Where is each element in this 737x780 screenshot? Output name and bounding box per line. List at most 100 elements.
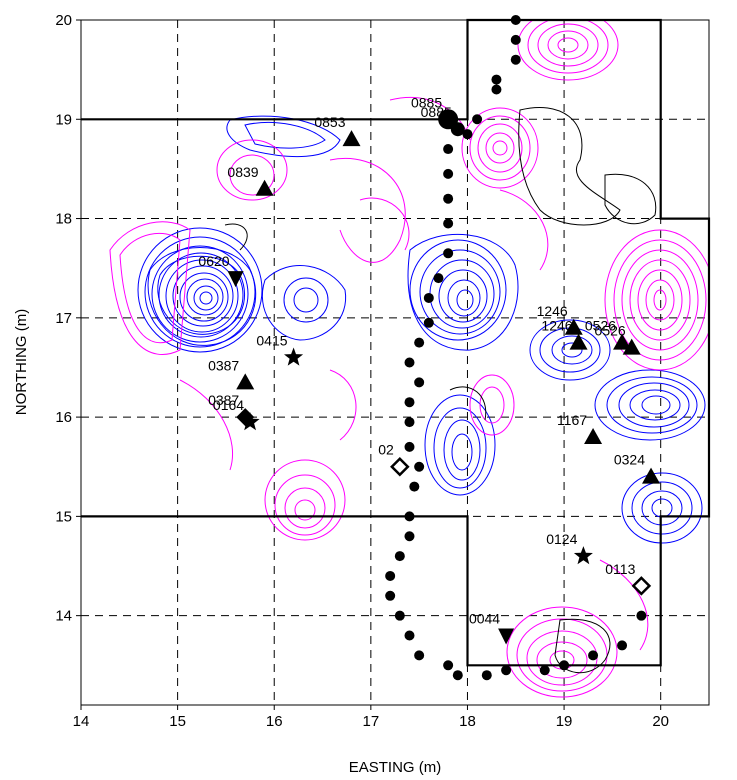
station-label: 0164 [213,397,244,413]
y-axis-ticks: 14 15 16 17 18 19 20 [55,12,81,625]
positive-anomalies [109,20,709,698]
traverse-point [462,129,473,140]
station-label: 02 [378,442,394,458]
marker-triangle [584,427,603,444]
x-tick-label: 16 [266,713,283,730]
station-label: 0124 [546,531,577,547]
traverse-point [414,337,425,348]
station-label: 0415 [256,333,287,349]
traverse-point [394,610,405,621]
marker-triangle-down [498,628,515,645]
traverse-point [617,640,628,651]
x-tick-label: 20 [652,713,669,730]
station-label: 1246 [541,318,572,334]
x-tick-label: 17 [363,713,380,730]
traverse-point [510,34,521,45]
traverse-point [452,670,463,681]
traverse-point [433,273,444,284]
traverse-point [481,670,492,681]
x-axis-label: EASTING (m) [349,759,442,776]
traverse-point [404,511,415,522]
station-label: 0044 [469,611,500,627]
station-labels: 0885088508530839062004150387038701640212… [198,94,645,626]
station-label: 0839 [227,164,258,180]
traverse-point [385,570,396,581]
traverse-point [491,74,502,85]
traverse-point [404,397,415,408]
y-tick-label: 20 [55,12,72,29]
traverse-point [394,551,405,562]
marker-diamond-open [631,576,652,596]
traverse-point [491,84,502,95]
negative-anomaly-central [407,233,519,496]
marker-triangle [236,373,255,390]
y-tick-label: 16 [55,409,72,426]
traverse-point [385,590,396,601]
marker-triangle [642,467,661,484]
y-tick-label: 15 [55,508,72,525]
traverse-point [414,650,425,661]
marker-triangle [613,333,632,350]
traverse-point [636,610,647,621]
traverse-point [443,168,454,179]
x-tick-label: 19 [556,713,573,730]
station-label: 0387 [208,392,239,408]
negative-anomaly-west [137,115,347,353]
plot-frame [80,19,710,706]
marker-triangle [342,130,361,147]
traverse-point [404,417,415,428]
traverse-point [443,660,454,671]
station-label: 0324 [614,452,645,468]
traverse-point [414,461,425,472]
traverse-point [443,144,454,155]
station-label: 0885 [411,94,442,110]
y-axis-label: NORTHING (m) [13,309,30,415]
x-tick-label: 15 [169,713,186,730]
station-label: 0113 [605,561,635,577]
traverse-point [510,54,521,65]
station-label: 1167 [557,412,587,428]
station-label: 0620 [198,253,229,269]
marker-star [240,412,260,431]
traverse-point [404,357,415,368]
marker-triangle [564,318,583,335]
x-tick-label: 14 [73,713,90,730]
traverse-point [539,665,550,676]
y-tick-label: 14 [55,608,72,625]
traverse-point [443,193,454,204]
traverse-point [559,660,570,671]
station-label: 0885 [421,104,452,120]
negative-anomaly-east [529,319,706,544]
traverse-point [409,481,420,492]
station-label: 0526 [595,323,626,339]
y-tick-label: 17 [55,310,72,327]
station-label: 0526 [585,318,616,334]
marker-triangle-down [227,271,244,288]
station-label: 0387 [208,357,239,373]
marker-triangle [255,179,274,196]
marker-triangle [569,333,588,350]
x-axis-ticks: 14 15 16 17 18 19 20 [73,705,669,730]
traverse-point [423,317,434,328]
traverse-point [404,531,415,542]
traverse-point [443,248,454,259]
marker-circle [450,122,465,137]
traverse-point [443,218,454,229]
marker-triangle [622,338,641,355]
marker-star [284,347,304,366]
traverse-point [472,114,483,125]
traverse-path [385,15,647,681]
station-label: 0853 [314,114,345,130]
plot-area [81,20,709,705]
y-tick-label: 18 [55,211,72,228]
traverse-point [404,630,415,641]
contour-lines [109,20,709,698]
traverse-point [423,292,434,303]
traverse-point [404,441,415,452]
y-tick-label: 19 [55,111,72,128]
x-tick-label: 18 [459,713,476,730]
station-label: 1246 [537,303,568,319]
station-markers [227,109,661,645]
marker-star [573,546,593,565]
